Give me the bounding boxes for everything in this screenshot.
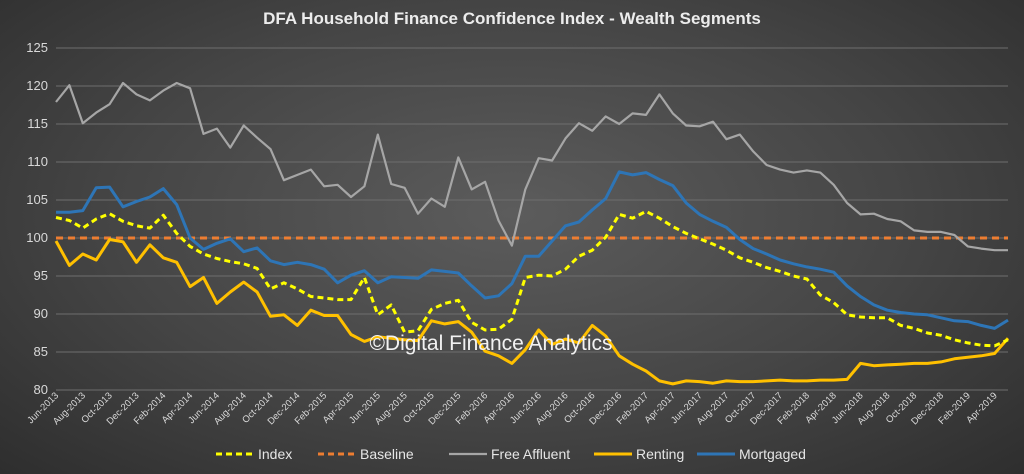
y-tick-label: 105 xyxy=(26,192,48,207)
series-lines xyxy=(54,81,1010,386)
legend-label: Renting xyxy=(636,446,684,462)
y-tick-label: 85 xyxy=(34,344,48,359)
y-tick-label: 80 xyxy=(34,382,48,397)
series-line-renting xyxy=(54,238,1010,386)
y-tick-label: 95 xyxy=(34,268,48,283)
legend-label: Baseline xyxy=(360,446,414,462)
legend-label: Mortgaged xyxy=(739,446,806,462)
series-line-free-affluent xyxy=(55,81,1008,252)
y-tick-label: 90 xyxy=(34,306,48,321)
grid-lines xyxy=(56,47,1008,391)
y-tick-label: 115 xyxy=(27,116,48,131)
y-tick-label: 100 xyxy=(26,230,48,245)
y-tick-label: 120 xyxy=(26,78,48,93)
y-tick-label: 125 xyxy=(26,40,48,55)
series-line-mortgaged xyxy=(56,170,1009,330)
y-axis-ticks: 80 85 90 95 100 105 110 115 120 125 xyxy=(26,40,48,397)
watermark-text: ©Digital Finance Analytics xyxy=(369,332,612,355)
x-axis-ticks: Jun-2013Aug-2013Oct-2013Dec-2013Feb-2014… xyxy=(25,390,999,427)
series-line-index xyxy=(55,209,1009,348)
y-tick-label: 110 xyxy=(27,154,48,169)
chart-title: DFA Household Finance Confidence Index -… xyxy=(263,9,761,28)
legend-label: Free Affluent xyxy=(491,446,570,462)
legend-label: Index xyxy=(258,446,292,462)
legend: Index Baseline Free Affluent Renting Mortgag… xyxy=(216,446,806,462)
